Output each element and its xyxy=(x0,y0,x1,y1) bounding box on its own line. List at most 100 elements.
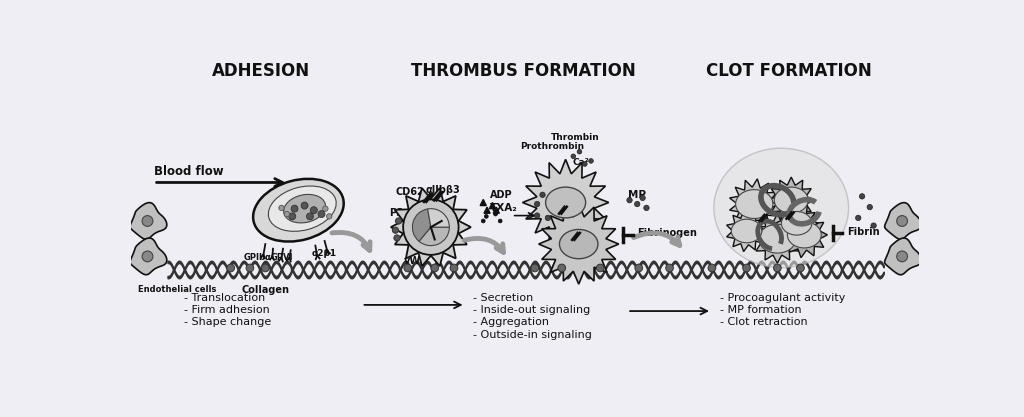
Ellipse shape xyxy=(735,190,773,219)
Circle shape xyxy=(855,215,861,221)
Circle shape xyxy=(708,264,716,272)
Circle shape xyxy=(392,227,398,233)
Circle shape xyxy=(246,264,254,272)
Text: Collagen: Collagen xyxy=(242,285,290,295)
Polygon shape xyxy=(522,159,608,246)
Text: GPIbα: GPIbα xyxy=(244,253,271,261)
Circle shape xyxy=(897,251,907,262)
Text: Ca²⁺: Ca²⁺ xyxy=(572,158,594,167)
Polygon shape xyxy=(729,179,779,229)
Text: vWF: vWF xyxy=(403,256,427,266)
Text: GPVI: GPVI xyxy=(270,253,293,261)
Circle shape xyxy=(635,264,643,272)
Text: - Translocation: - Translocation xyxy=(184,293,265,303)
Wedge shape xyxy=(428,208,450,227)
Text: - Firm adhesion: - Firm adhesion xyxy=(184,305,270,315)
Ellipse shape xyxy=(546,187,586,218)
Text: Thrombin: Thrombin xyxy=(551,133,600,142)
Text: - Aggregation: - Aggregation xyxy=(473,317,549,327)
Circle shape xyxy=(394,235,400,241)
Circle shape xyxy=(142,251,153,262)
Circle shape xyxy=(431,264,438,272)
Circle shape xyxy=(301,202,308,209)
Circle shape xyxy=(640,195,645,201)
Polygon shape xyxy=(130,238,167,275)
Polygon shape xyxy=(885,238,922,275)
Circle shape xyxy=(484,214,488,218)
Text: - Inside-out signaling: - Inside-out signaling xyxy=(473,305,591,315)
Ellipse shape xyxy=(253,179,344,241)
Ellipse shape xyxy=(731,219,762,243)
Circle shape xyxy=(451,264,458,272)
Circle shape xyxy=(327,214,332,219)
Circle shape xyxy=(871,223,877,228)
Wedge shape xyxy=(413,209,431,241)
Circle shape xyxy=(666,264,674,272)
Circle shape xyxy=(279,205,285,211)
Circle shape xyxy=(867,204,872,210)
Polygon shape xyxy=(753,214,802,263)
Circle shape xyxy=(494,212,498,216)
Polygon shape xyxy=(727,211,767,251)
Circle shape xyxy=(859,193,864,199)
Circle shape xyxy=(395,218,401,224)
Polygon shape xyxy=(130,203,167,239)
Ellipse shape xyxy=(284,194,326,223)
Polygon shape xyxy=(484,207,490,213)
Ellipse shape xyxy=(759,224,796,253)
Polygon shape xyxy=(489,203,496,208)
Text: TXA₂: TXA₂ xyxy=(490,203,518,213)
Ellipse shape xyxy=(781,211,812,235)
Text: - Shape change: - Shape change xyxy=(184,317,271,327)
Text: Fibrin: Fibrin xyxy=(847,227,880,237)
Circle shape xyxy=(635,201,640,207)
Circle shape xyxy=(644,205,649,211)
Text: Blood flow: Blood flow xyxy=(154,165,223,178)
Text: - Procoagulant activity: - Procoagulant activity xyxy=(720,293,845,303)
Circle shape xyxy=(306,213,313,220)
Circle shape xyxy=(226,264,234,272)
Text: ADHESION: ADHESION xyxy=(212,63,310,80)
Circle shape xyxy=(403,199,459,255)
Circle shape xyxy=(403,264,412,272)
Text: CD62: CD62 xyxy=(395,187,424,197)
Circle shape xyxy=(596,264,604,272)
Text: Ca²⁺: Ca²⁺ xyxy=(413,208,436,218)
Text: αIIbβ3: αIIbβ3 xyxy=(425,185,460,195)
Circle shape xyxy=(323,206,328,211)
Circle shape xyxy=(499,219,502,223)
Circle shape xyxy=(742,264,751,272)
Text: Fibrinogen: Fibrinogen xyxy=(637,228,697,238)
Text: - Outside-in signaling: - Outside-in signaling xyxy=(473,329,592,339)
Polygon shape xyxy=(391,188,471,266)
Polygon shape xyxy=(775,202,818,245)
Circle shape xyxy=(545,215,551,221)
Ellipse shape xyxy=(559,229,598,259)
Circle shape xyxy=(142,216,153,226)
Circle shape xyxy=(285,211,290,217)
Circle shape xyxy=(627,198,632,203)
Circle shape xyxy=(540,192,545,198)
Circle shape xyxy=(289,213,296,220)
Polygon shape xyxy=(768,177,814,223)
Text: THROMBUS FORMATION: THROMBUS FORMATION xyxy=(411,63,636,80)
Circle shape xyxy=(589,158,593,163)
Text: - MP formation: - MP formation xyxy=(720,305,801,315)
Circle shape xyxy=(291,205,298,212)
Text: MP: MP xyxy=(628,190,646,200)
Circle shape xyxy=(531,264,539,272)
Text: ADP: ADP xyxy=(490,190,513,200)
Text: - Clot retraction: - Clot retraction xyxy=(720,317,807,327)
Circle shape xyxy=(310,207,317,214)
Circle shape xyxy=(578,149,582,154)
Circle shape xyxy=(583,162,587,166)
Text: Prothrombin: Prothrombin xyxy=(520,143,585,151)
Ellipse shape xyxy=(268,186,336,231)
Circle shape xyxy=(571,154,575,158)
Circle shape xyxy=(797,264,804,272)
Text: α2β1: α2β1 xyxy=(312,249,337,258)
Polygon shape xyxy=(539,204,618,284)
Circle shape xyxy=(535,213,540,218)
Text: CLOT FORMATION: CLOT FORMATION xyxy=(706,63,871,80)
Circle shape xyxy=(558,264,565,272)
